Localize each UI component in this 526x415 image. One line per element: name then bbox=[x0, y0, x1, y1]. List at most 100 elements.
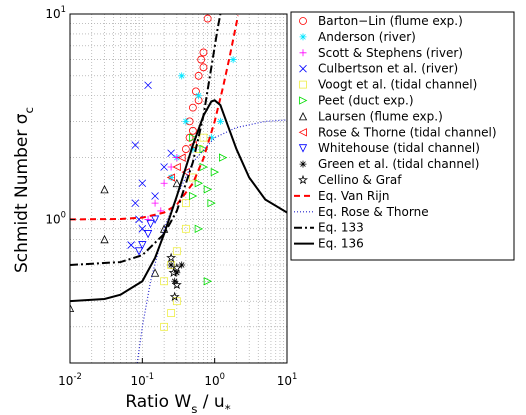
point bbox=[151, 199, 159, 207]
point bbox=[172, 178, 181, 188]
point bbox=[194, 71, 203, 80]
point bbox=[166, 252, 177, 263]
point bbox=[207, 134, 215, 142]
point bbox=[178, 72, 186, 80]
point bbox=[199, 133, 208, 142]
legend-marker bbox=[299, 64, 307, 73]
point bbox=[172, 297, 181, 306]
legend-label: Peet (duct exp.) bbox=[318, 93, 414, 107]
legend-label: Anderson (river) bbox=[318, 29, 416, 43]
legend-label: Eq. 133 bbox=[318, 220, 364, 234]
point bbox=[173, 154, 181, 162]
legend-marker bbox=[298, 128, 307, 137]
point bbox=[172, 162, 181, 172]
point bbox=[127, 241, 135, 249]
legend-label: Rose & Thorne (tidal channel) bbox=[318, 125, 497, 139]
legend-label: Eq. Van Rijn bbox=[318, 188, 390, 202]
plot bbox=[70, 14, 287, 363]
point bbox=[160, 163, 168, 171]
point bbox=[138, 241, 147, 250]
legend-label: Voogt et al. (tidal channel) bbox=[318, 77, 477, 91]
point bbox=[131, 141, 140, 149]
point bbox=[188, 133, 198, 142]
point bbox=[194, 224, 204, 233]
y-tick-label: 100 bbox=[45, 209, 66, 226]
x-tick-label: 100 bbox=[204, 371, 225, 388]
point bbox=[143, 230, 153, 239]
legend-marker bbox=[298, 144, 308, 153]
point bbox=[100, 234, 109, 244]
legend-label: Whitehouse (tidal channel) bbox=[318, 141, 480, 155]
x-axis-label: Ratio Ws / u* bbox=[125, 392, 230, 415]
point bbox=[171, 277, 179, 285]
point bbox=[167, 149, 175, 158]
point bbox=[131, 199, 140, 207]
point bbox=[144, 81, 152, 90]
curve bbox=[70, 15, 239, 221]
legend-label: Culbertson et al. (river) bbox=[318, 61, 458, 75]
legend-label: Laursen (flume exp.) bbox=[318, 109, 443, 123]
point bbox=[160, 277, 169, 286]
point bbox=[210, 167, 220, 177]
legend-marker bbox=[299, 17, 307, 25]
point bbox=[199, 48, 208, 57]
point bbox=[181, 224, 190, 233]
point bbox=[167, 173, 175, 181]
x-tick-label: 10-1 bbox=[131, 371, 155, 388]
point bbox=[197, 55, 206, 64]
legend-marker bbox=[299, 49, 307, 57]
point bbox=[216, 117, 224, 125]
point bbox=[229, 56, 237, 64]
point bbox=[160, 179, 168, 187]
curve bbox=[70, 99, 287, 303]
point bbox=[100, 185, 109, 194]
point bbox=[203, 14, 212, 23]
point bbox=[182, 117, 190, 125]
point bbox=[189, 145, 197, 153]
point bbox=[173, 269, 181, 277]
point bbox=[219, 153, 228, 162]
point bbox=[166, 173, 176, 182]
point bbox=[171, 279, 182, 290]
point bbox=[188, 103, 197, 112]
y-axis-label: Schmidt Number σc bbox=[12, 107, 36, 273]
legend-label: Eq. 136 bbox=[318, 236, 364, 250]
point bbox=[167, 309, 176, 317]
legend-label: Scott & Stephens (river) bbox=[318, 45, 463, 59]
point bbox=[134, 247, 144, 256]
curve bbox=[70, 14, 222, 266]
x-tick-label: 10-2 bbox=[58, 371, 82, 388]
legend-label: Barton−Lin (flume exp.) bbox=[318, 14, 463, 28]
point bbox=[177, 153, 186, 162]
legend: Barton−Lin (flume exp.)Anderson (river) S… bbox=[294, 14, 497, 250]
point bbox=[172, 247, 181, 256]
point bbox=[178, 261, 186, 269]
point bbox=[207, 199, 216, 208]
legend-label: Cellino & Graf bbox=[318, 173, 402, 187]
legend-marker bbox=[299, 160, 307, 168]
point bbox=[169, 291, 180, 302]
legend-marker bbox=[298, 112, 308, 121]
point bbox=[188, 191, 198, 201]
point bbox=[138, 179, 147, 188]
point bbox=[171, 262, 182, 273]
point bbox=[203, 185, 213, 194]
axes-frame bbox=[69, 13, 288, 364]
legend-marker bbox=[298, 174, 308, 185]
point bbox=[203, 277, 213, 286]
legend-label: Eq. Rose & Thorne bbox=[318, 204, 429, 218]
point bbox=[199, 63, 208, 72]
ticks: 10-2 10-1 100 101 100 101 bbox=[45, 4, 297, 388]
point bbox=[181, 145, 190, 153]
point bbox=[150, 268, 160, 277]
point bbox=[167, 261, 175, 269]
legend-box bbox=[290, 11, 515, 261]
legend-marker bbox=[299, 96, 308, 105]
point bbox=[146, 220, 155, 229]
point bbox=[181, 199, 190, 208]
legend-marker bbox=[299, 33, 307, 41]
point bbox=[195, 92, 203, 100]
point bbox=[70, 303, 75, 313]
point bbox=[150, 215, 160, 224]
